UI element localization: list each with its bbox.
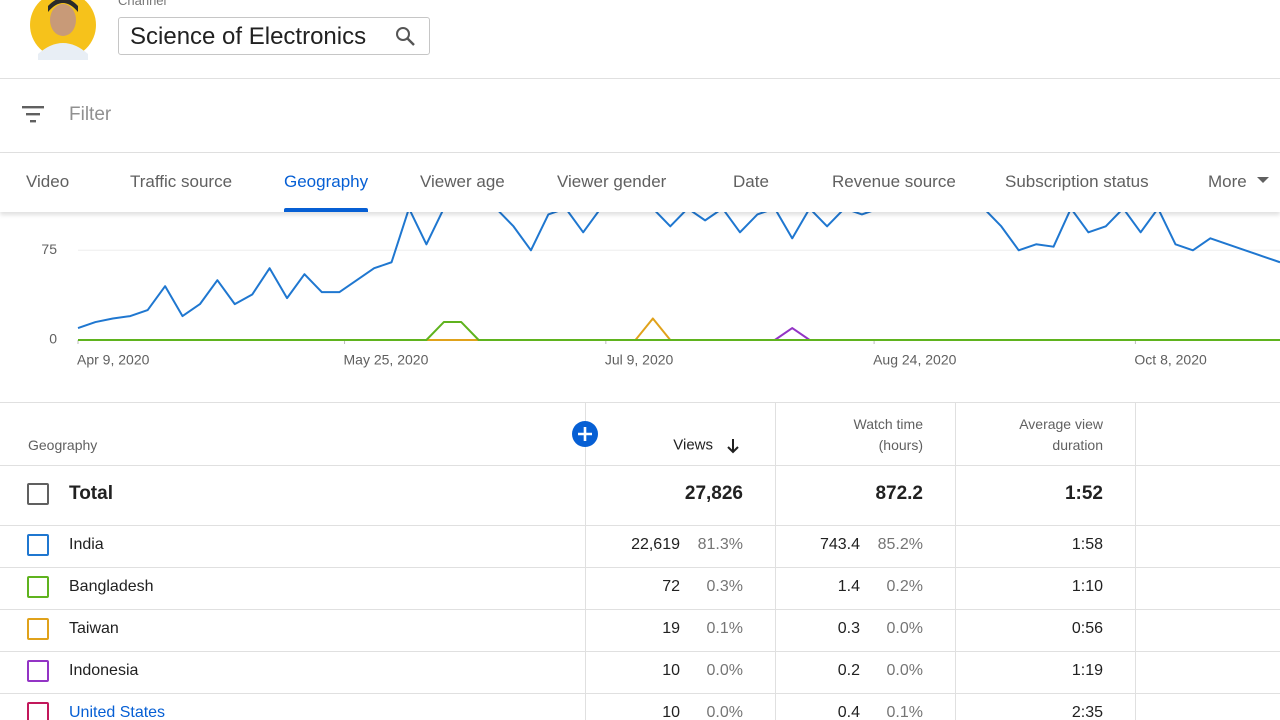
- checkbox[interactable]: [27, 618, 49, 640]
- views: 10: [662, 662, 680, 679]
- divider: [0, 525, 1280, 526]
- views-pct: 0.0%: [706, 704, 743, 720]
- watch-pct: 0.0%: [886, 662, 923, 679]
- avatar[interactable]: [28, 0, 98, 60]
- total-views: 27,826: [684, 483, 743, 504]
- column-divider: [585, 402, 586, 720]
- checkbox[interactable]: [27, 702, 49, 720]
- watch-pct: 0.0%: [886, 620, 923, 637]
- tab[interactable]: Video: [26, 172, 70, 191]
- views: 22,619: [631, 536, 680, 553]
- views-pct: 0.1%: [706, 620, 743, 637]
- watch-pct: 85.2%: [877, 536, 923, 553]
- tab[interactable]: Subscription status: [1005, 172, 1149, 191]
- sort-arrow[interactable]: [726, 438, 740, 454]
- filter-placeholder: Filter: [69, 104, 112, 125]
- watch-pct: 0.2%: [886, 578, 923, 595]
- views-pct: 0.3%: [706, 578, 743, 595]
- watch: 1.4: [837, 578, 860, 595]
- y-tick-label: 0: [49, 331, 57, 347]
- x-tick-label: Apr 9, 2020: [77, 352, 150, 368]
- views-pct: 0.0%: [706, 662, 743, 679]
- col-header: Watch time (hours): [853, 416, 924, 453]
- total-label: Total: [69, 483, 113, 504]
- filter-bar[interactable]: Filter: [0, 79, 1280, 152]
- views: 19: [662, 620, 680, 637]
- header: Channel Science of Electronics: [0, 0, 1280, 78]
- avg: 0:56: [1071, 620, 1103, 637]
- row-name: Indonesia: [69, 662, 139, 679]
- row-name[interactable]: United States: [69, 704, 166, 720]
- divider: [0, 567, 1280, 568]
- channel-search[interactable]: Science of Electronics: [118, 17, 430, 55]
- avg: 1:58: [1071, 536, 1103, 553]
- tab[interactable]: Traffic source: [130, 172, 233, 191]
- checkbox[interactable]: [27, 534, 49, 556]
- divider: [0, 651, 1280, 652]
- avg: 1:19: [1071, 662, 1103, 679]
- checkbox[interactable]: [27, 576, 49, 598]
- views: 72: [662, 578, 680, 595]
- column-divider: [1135, 402, 1136, 720]
- col-header: Geography: [28, 437, 98, 453]
- total-watch: 872.2: [875, 483, 923, 504]
- total-avg: 1:52: [1064, 483, 1103, 504]
- views: 10: [662, 704, 680, 720]
- x-tick-label: Oct 8, 2020: [1134, 352, 1207, 368]
- divider: [0, 78, 1280, 79]
- watch: 0.2: [837, 662, 860, 679]
- avg: 1:10: [1071, 578, 1103, 595]
- x-tick-label: Jul 9, 2020: [605, 352, 674, 368]
- series-line: [78, 321, 1280, 341]
- watch: 743.4: [819, 536, 860, 553]
- row-name: India: [69, 536, 104, 553]
- column-divider: [955, 402, 956, 720]
- tab[interactable]: Revenue source: [832, 172, 956, 191]
- divider: [0, 609, 1280, 610]
- tab[interactable]: Geography: [284, 172, 369, 191]
- col-header: Average view duration: [1019, 416, 1103, 453]
- channel-name: Science of Electronics: [130, 23, 367, 50]
- watch-pct: 0.1%: [886, 704, 923, 720]
- tab[interactable]: More: [1208, 172, 1247, 191]
- x-tick-label: Aug 24, 2020: [873, 352, 957, 368]
- divider: [0, 693, 1280, 694]
- search-icon[interactable]: [395, 26, 417, 48]
- watch: 0.4: [837, 704, 860, 720]
- col-header: Views: [673, 436, 713, 454]
- column-divider: [775, 402, 776, 720]
- divider: [0, 152, 1280, 153]
- row-name: Bangladesh: [69, 578, 154, 595]
- filter-icon[interactable]: [22, 106, 46, 126]
- row-name: Taiwan: [69, 620, 119, 637]
- divider: [0, 465, 1280, 466]
- checkbox[interactable]: [27, 483, 49, 505]
- series-line: [77, 212, 1280, 329]
- avg: 2:35: [1071, 704, 1103, 720]
- views-pct: 81.3%: [697, 536, 743, 553]
- add-metric[interactable]: [572, 421, 598, 447]
- tab[interactable]: Viewer age: [420, 172, 505, 191]
- divider: [0, 402, 1280, 403]
- checkbox[interactable]: [27, 660, 49, 682]
- channel-label: Channel: [118, 0, 167, 8]
- y-tick-label: 75: [41, 241, 57, 257]
- x-tick-label: May 25, 2020: [344, 352, 429, 368]
- tab[interactable]: Viewer gender: [557, 172, 667, 191]
- tab[interactable]: Date: [733, 172, 769, 191]
- watch: 0.3: [837, 620, 860, 637]
